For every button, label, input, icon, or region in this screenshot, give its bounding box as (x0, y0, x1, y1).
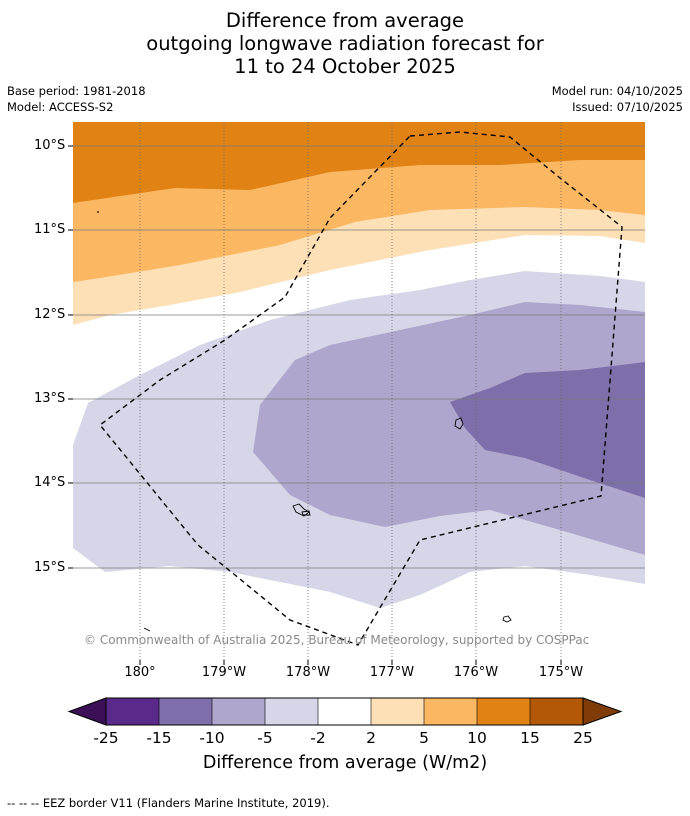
colorbar-label: -25 (93, 729, 119, 747)
contour-band-10-to-15 (73, 122, 645, 203)
lat-label-12s: 12°S (34, 307, 66, 322)
colorbar-bin-minus25-to-minus15 (106, 698, 159, 725)
lon-label-175w: 175°W (538, 665, 584, 680)
island-small-south (502, 615, 512, 623)
colorbar-extend-high (582, 697, 623, 726)
island-ono (301, 510, 311, 516)
islet-dot (97, 211, 99, 213)
issued-date: Issued: 07/10/2025 (572, 100, 683, 114)
lon-label-180: 180° (124, 665, 156, 680)
lat-label-13s: 13°S (34, 391, 66, 406)
colorbar-bin-15-to-25 (530, 698, 583, 725)
title-line-3: 11 to 24 October 2025 (234, 55, 456, 78)
eez-legend-note: -- -- -- EEZ border V11 (Flanders Marine… (7, 796, 330, 810)
colorbar-bin-2-to-5 (371, 698, 424, 725)
colorbar-dividers (158, 698, 531, 725)
colorbar-label: -15 (146, 729, 172, 747)
colorbar-bin-5-to-10 (424, 698, 477, 725)
colorbar-bin-10-to-15 (477, 698, 530, 725)
contour-band-minus5-to-minus10 (253, 302, 645, 555)
model-run: Model run: 04/10/2025 (551, 84, 683, 98)
axis-ticks (68, 145, 562, 665)
colorbar-label: -10 (199, 729, 225, 747)
islands (143, 417, 512, 632)
colorbar-extend-low (67, 697, 107, 726)
title-line-2: outgoing longwave radiation forecast for (146, 32, 544, 55)
latitude-gridlines (73, 145, 645, 569)
colorbar-bin-minus5-to-minus2 (265, 698, 318, 725)
island-small-west (143, 627, 151, 632)
colorbar-label: -2 (310, 729, 326, 747)
colorbar-title: Difference from average (W/m2) (202, 753, 488, 773)
colorbar-label: -5 (257, 729, 273, 747)
lon-label-177w: 177°W (369, 665, 415, 680)
eez-border (98, 131, 623, 646)
colorbar-label: 2 (366, 729, 376, 747)
colorbar-frame (105, 697, 584, 726)
lat-label-14s: 14°S (34, 475, 66, 490)
lon-label-178w: 178°W (285, 665, 331, 680)
base-period: Base period: 1981-2018 (7, 84, 146, 98)
colorbar-label: 15 (520, 729, 540, 747)
title-line-1: Difference from average (225, 9, 465, 32)
colorbar-bin-minus10-to-minus5 (212, 698, 265, 725)
map-area (73, 122, 645, 660)
colorbar-label: 25 (573, 729, 593, 747)
lon-label-176w: 176°W (453, 665, 499, 680)
colorbar-label: 10 (467, 729, 487, 747)
colorbar-bin-minus15-to-minus10 (159, 698, 212, 725)
lat-label-11s: 11°S (34, 222, 66, 237)
copyright-credit: © Commonwealth of Australia 2025, Bureau… (84, 633, 590, 647)
lat-label-10s: 10°S (34, 138, 66, 153)
lat-label-15s: 15°S (34, 560, 66, 575)
colorbar-bin-minus2-to-2 (318, 698, 371, 725)
island-reef (454, 417, 464, 430)
contour-band-minus10-to-minus15 (450, 362, 645, 498)
colorbar (67, 697, 623, 726)
model-name: Model: ACCESS-S2 (7, 100, 114, 114)
lon-label-179w: 179°W (201, 665, 247, 680)
colorbar-label: 5 (419, 729, 429, 747)
